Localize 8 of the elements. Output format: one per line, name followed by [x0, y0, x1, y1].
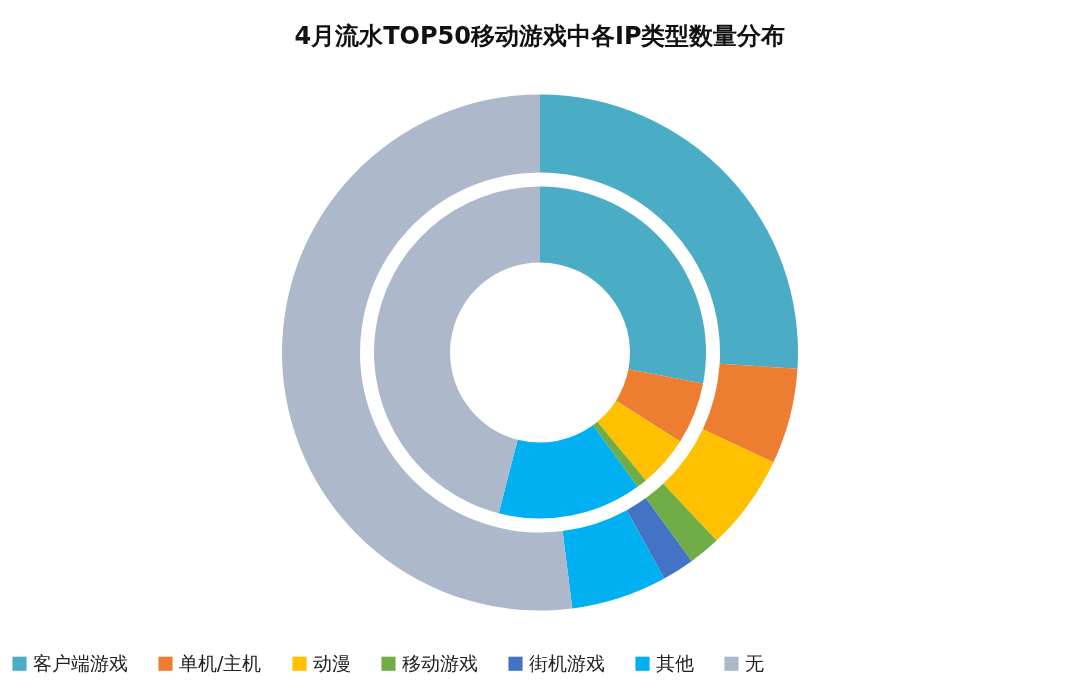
legend-label: 街机游戏	[529, 651, 605, 674]
legend-label: 动漫	[313, 651, 351, 674]
legend-label: 客户端游戏	[33, 651, 128, 674]
chart-title: 4月流水TOP50移动游戏中各IP类型数量分布	[294, 22, 786, 50]
legend-label: 无	[745, 651, 764, 674]
legend-label: 其他	[656, 651, 694, 674]
legend-label: 单机/主机	[179, 651, 262, 674]
legend-label: 移动游戏	[402, 651, 478, 674]
